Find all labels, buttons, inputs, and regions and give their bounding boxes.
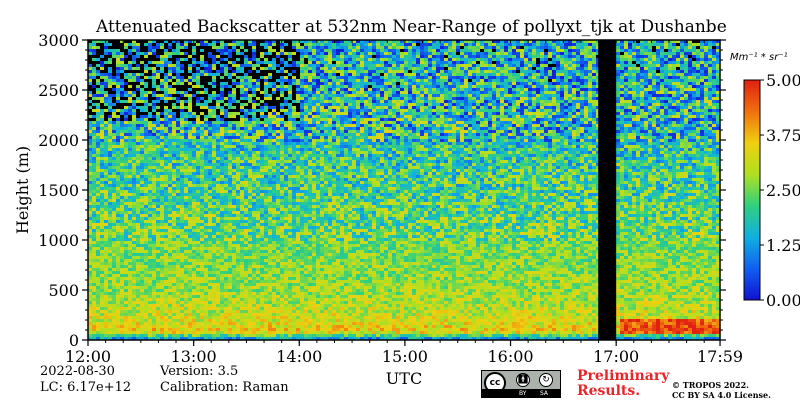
- cc-by-label: BY: [519, 390, 527, 397]
- colorbar-tick-label: 5.00: [766, 71, 800, 90]
- y-axis: 0 500 1000 1500 2000 2500 3000: [38, 31, 726, 350]
- x-tick-label: 12:00: [65, 347, 111, 366]
- y-tick-label: 500: [48, 281, 79, 300]
- x-tick-label: 14:00: [276, 347, 322, 366]
- colorbar-tick-label: 0.00: [766, 291, 800, 310]
- x-axis-label: UTC: [386, 369, 422, 388]
- y-tick-label: 0: [69, 331, 79, 350]
- y-tick-label: 1500: [38, 181, 79, 200]
- cc-icon: cc: [484, 372, 506, 394]
- lc-label: LC: 6.17e+12: [40, 380, 132, 395]
- x-tick-label: 16:00: [487, 347, 533, 366]
- y-tick-label: 3000: [38, 31, 79, 50]
- chart-title: Attenuated Backscatter at 532nm Near-Ran…: [96, 17, 727, 37]
- colorbar-tick-label: 2.50: [766, 181, 800, 200]
- colorbar-tick-label: 1.25: [766, 236, 800, 255]
- x-tick-label: 17:59: [697, 347, 743, 366]
- cc-sa-label: SA: [540, 390, 549, 397]
- preliminary-note: Preliminary Results.: [577, 369, 669, 399]
- y-axis-label: Height (m): [13, 146, 32, 234]
- y-tick-label: 2000: [38, 131, 79, 150]
- cc-bar: [482, 389, 560, 397]
- preliminary-line1: Preliminary: [577, 368, 670, 384]
- colorbar-unit: Mm⁻¹ * sr⁻¹: [730, 52, 788, 63]
- by-person-icon: 🚹︎: [516, 373, 530, 387]
- share-alike-icon: ↻: [539, 373, 553, 387]
- x-tick-label: 13:00: [171, 347, 217, 366]
- x-axis: 12:00 13:00 14:00 15:00 16:00 17:00 17:59: [65, 40, 743, 366]
- copyright-note: © TROPOS 2022. CC BY SA 4.0 License.: [672, 380, 771, 400]
- date-label: 2022-08-30: [40, 364, 115, 379]
- y-tick-label: 1000: [38, 231, 79, 250]
- y-tick-label: 2500: [38, 81, 79, 100]
- cc-license-badge: cc 🚹︎ ↻ BY SA: [481, 370, 561, 398]
- colorbar-tick-label: 3.75: [766, 126, 800, 145]
- version-label: Version: 3.5: [160, 364, 239, 379]
- x-tick-label: 15:00: [382, 347, 428, 366]
- copyright-line2: CC BY SA 4.0 License.: [672, 390, 771, 400]
- calibration-label: Calibration: Raman: [160, 380, 289, 395]
- x-tick-label: 17:00: [593, 347, 639, 366]
- copyright-line1: © TROPOS 2022.: [672, 380, 749, 390]
- heatmap-layer: [88, 40, 720, 340]
- colorbar: [743, 79, 761, 301]
- colorbar-ticks: 0.00 1.25 2.50 3.75 5.00: [760, 71, 800, 310]
- no-data-band: [598, 40, 617, 340]
- preliminary-line2: Results.: [577, 383, 641, 399]
